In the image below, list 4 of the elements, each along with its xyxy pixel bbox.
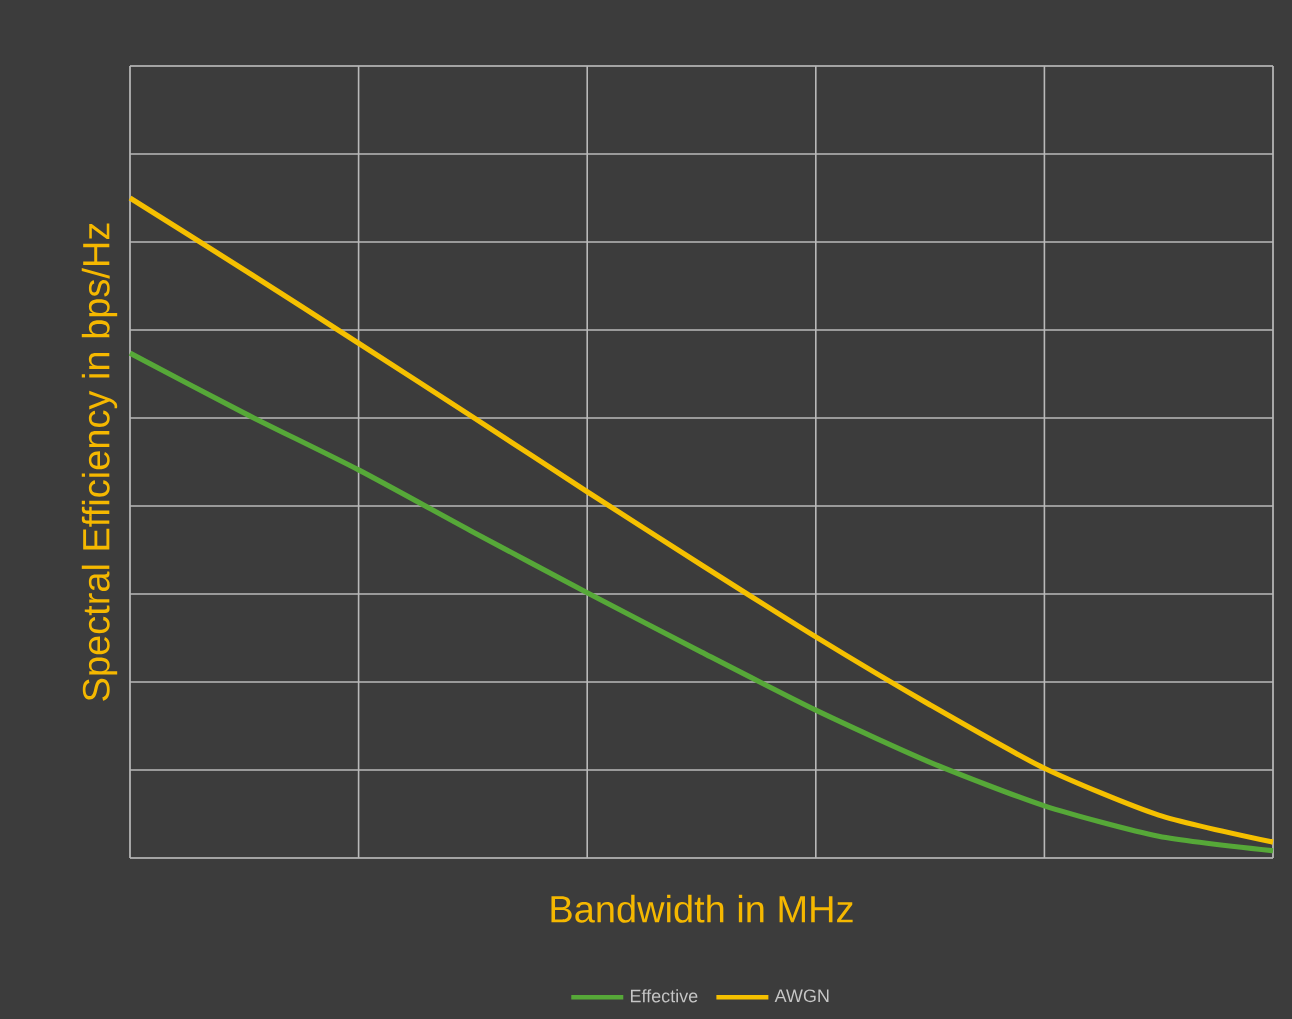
y-axis-title: Spectral Efficiency in bps/Hz xyxy=(81,223,118,701)
legend-label: Effective xyxy=(630,989,698,1003)
legend-label: AWGN xyxy=(774,989,829,1003)
x-axis-title: Bandwidth in MHz xyxy=(551,894,853,923)
